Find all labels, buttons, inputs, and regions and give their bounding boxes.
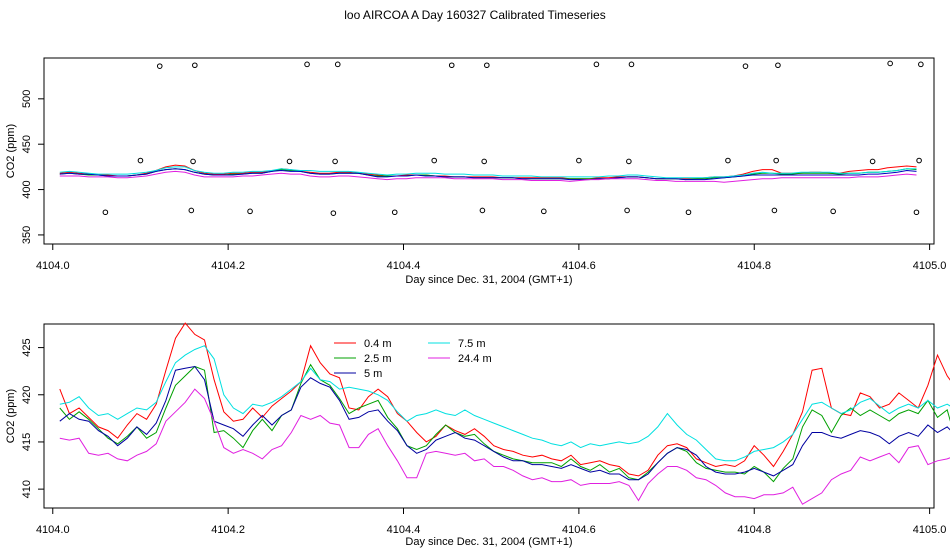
calibration-point: [247, 208, 253, 215]
x-tick-label: 4104.2: [211, 524, 245, 536]
chart-title: loo AIRCOA A Day 160327 Calibrated Times…: [344, 8, 606, 22]
legend-label: 7.5 m: [458, 338, 486, 350]
calibration-point: [916, 157, 922, 164]
series-line: [59, 345, 950, 462]
calibration-point: [190, 158, 196, 165]
x-tick-label: 4104.0: [36, 524, 70, 536]
y-tick-label: 450: [21, 135, 33, 153]
legend-label: 0.4 m: [364, 338, 392, 350]
calibration-point: [869, 158, 876, 165]
calibration-point: [330, 210, 337, 216]
x-tick-label: 4104.6: [562, 260, 596, 272]
x-axis-label: Day since Dec. 31, 2004 (GMT+1): [405, 274, 572, 286]
calibration-point: [918, 61, 924, 68]
calibration-point: [576, 157, 582, 164]
calibration-point: [156, 63, 163, 69]
calibration-point: [391, 209, 398, 216]
x-tick-label: 4104.8: [737, 260, 771, 272]
calibration-point: [830, 208, 836, 215]
y-tick-label: 350: [21, 226, 33, 244]
calibration-point: [431, 157, 437, 164]
x-tick-label: 4104.4: [387, 524, 421, 536]
calibration-point: [541, 208, 547, 215]
series-line: [59, 164, 917, 180]
y-tick-label: 400: [21, 180, 33, 198]
calibration-point: [773, 157, 779, 164]
calibration-point: [479, 207, 486, 214]
series-line: [59, 365, 950, 481]
x-tick-label: 4104.6: [562, 524, 596, 536]
calibration-point: [484, 62, 490, 69]
calibration-point: [775, 62, 781, 69]
series-line: [59, 168, 917, 181]
calibration-point: [913, 209, 920, 216]
calibration-point: [887, 60, 893, 67]
calibration-point: [286, 158, 293, 165]
calibration-point: [771, 207, 778, 214]
series-line: [59, 166, 917, 179]
series-line: [59, 388, 950, 505]
calibration-point: [481, 158, 487, 165]
y-axis-label: CO2 (ppm): [5, 389, 17, 443]
y-tick-label: 425: [21, 338, 33, 356]
calibration-point: [188, 207, 195, 214]
calibration-point: [334, 61, 341, 68]
calibration-point: [628, 61, 635, 68]
y-tick-label: 500: [21, 90, 33, 108]
series-line: [59, 363, 950, 483]
legend-label: 5 m: [364, 368, 382, 380]
y-axis-label: CO2 (ppm): [5, 124, 17, 178]
calibration-point: [137, 157, 144, 164]
calibration-point: [685, 209, 692, 216]
x-axis-label: Day since Dec. 31, 2004 (GMT+1): [405, 536, 572, 548]
x-tick-label: 4104.8: [737, 524, 771, 536]
x-tick-label: 4105.0: [913, 524, 947, 536]
calibration-point: [102, 209, 109, 216]
calibration-point: [192, 62, 198, 69]
x-tick-label: 4105.0: [913, 260, 947, 272]
calibration-point: [626, 158, 632, 165]
x-tick-label: 4104.4: [387, 260, 421, 272]
calibration-point: [448, 62, 455, 69]
x-tick-label: 4104.2: [211, 260, 245, 272]
x-tick-label: 4104.0: [36, 260, 70, 272]
calibration-point: [332, 158, 338, 165]
calibration-point: [742, 63, 749, 69]
y-tick-label: 415: [21, 433, 33, 451]
series-line: [59, 170, 917, 183]
calibration-point: [624, 207, 630, 214]
series-line: [59, 322, 950, 477]
y-tick-label: 420: [21, 386, 33, 404]
y-tick-label: 410: [21, 480, 33, 498]
legend-label: 2.5 m: [364, 353, 392, 365]
calibration-point: [593, 61, 600, 68]
plot-frame: [43, 57, 935, 245]
calibration-point: [304, 61, 310, 68]
legend-label: 24.4 m: [458, 353, 492, 365]
calibration-point: [725, 157, 731, 164]
plot-frame: [43, 323, 935, 509]
